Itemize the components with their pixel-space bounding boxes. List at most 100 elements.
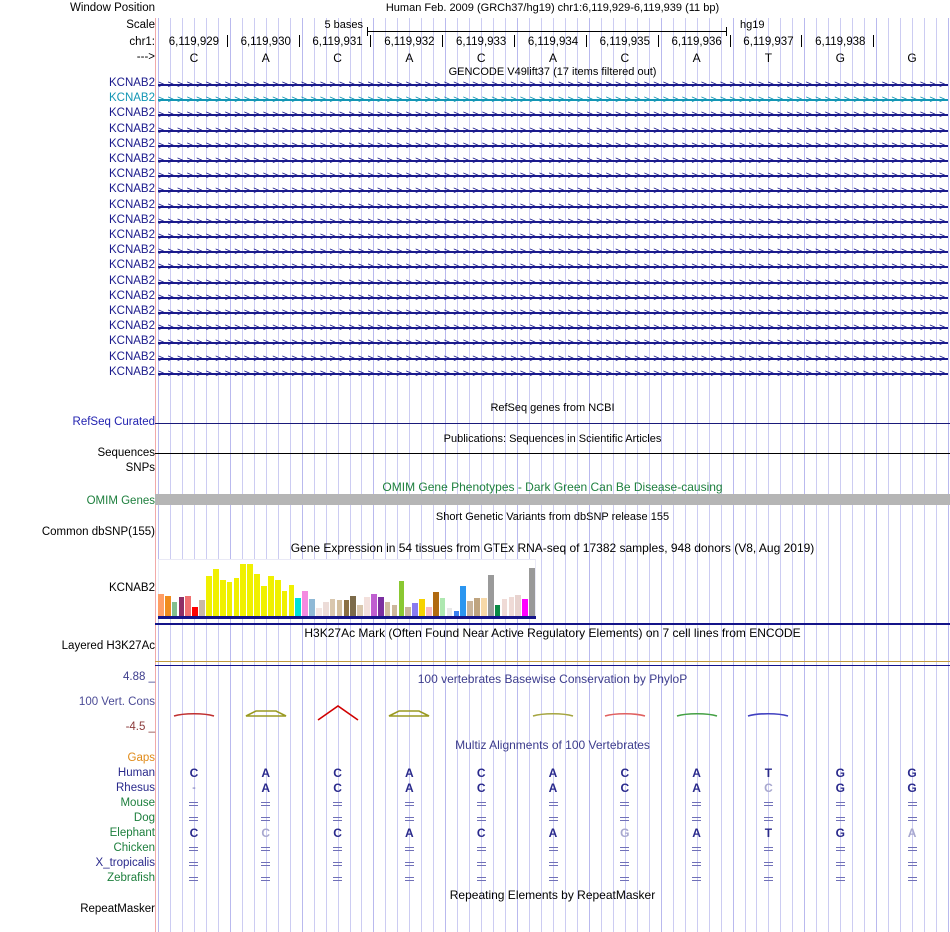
gtex-bar[interactable]: [281, 591, 288, 616]
track-label-gaps[interactable]: Gaps: [127, 752, 156, 764]
gtex-bar[interactable]: [178, 597, 185, 616]
gtex-bar[interactable]: [439, 598, 446, 616]
gtex-bar[interactable]: [501, 599, 508, 616]
gtex-bar[interactable]: [371, 594, 377, 616]
multiz-species-label[interactable]: Elephant: [109, 827, 155, 839]
gtex-bar[interactable]: [336, 600, 343, 616]
multiz-species-label[interactable]: Mouse: [120, 797, 155, 809]
gtex-bar[interactable]: [446, 608, 453, 616]
gtex-bar[interactable]: [494, 605, 501, 616]
gtex-bar[interactable]: [261, 586, 267, 616]
gtex-bar[interactable]: [419, 599, 425, 616]
gtex-bar[interactable]: [247, 564, 254, 616]
track-label-refseq-curated[interactable]: RefSeq Curated: [72, 416, 155, 428]
gtex-expression-bars[interactable]: [158, 560, 536, 616]
track-label-gtex-kcnab2[interactable]: KCNAB2: [108, 582, 155, 594]
gene-row[interactable]: >>>>>>>>>>>>>>>>>>>>>>>>>>>>>>>>>>>>>>>>…: [158, 277, 948, 289]
gtex-bar[interactable]: [384, 602, 391, 616]
multiz-species-label[interactable]: Dog: [133, 812, 155, 824]
gene-row[interactable]: >>>>>>>>>>>>>>>>>>>>>>>>>>>>>>>>>>>>>>>>…: [158, 109, 948, 121]
gtex-bar[interactable]: [522, 599, 528, 616]
gene-row[interactable]: >>>>>>>>>>>>>>>>>>>>>>>>>>>>>>>>>>>>>>>>…: [158, 337, 948, 349]
track-label-layered-h3k27ac[interactable]: Layered H3K27Ac: [61, 640, 155, 652]
gene-row-label[interactable]: KCNAB2: [108, 350, 155, 363]
gtex-bar[interactable]: [453, 611, 460, 616]
gtex-bar[interactable]: [508, 597, 515, 616]
multiz-row[interactable]: [158, 811, 948, 826]
track-label-100-vert-cons[interactable]: 100 Vert. Cons: [78, 696, 155, 708]
gtex-bar[interactable]: [329, 599, 336, 616]
gtex-bar[interactable]: [254, 574, 260, 616]
gtex-bar[interactable]: [426, 607, 432, 616]
gtex-bar[interactable]: [412, 603, 418, 616]
gtex-bar[interactable]: [288, 585, 295, 616]
gtex-bar[interactable]: [206, 576, 212, 616]
gtex-bar[interactable]: [343, 600, 350, 616]
gene-row[interactable]: >>>>>>>>>>>>>>>>>>>>>>>>>>>>>>>>>>>>>>>>…: [158, 368, 948, 380]
gtex-bar[interactable]: [377, 597, 384, 616]
gtex-bar[interactable]: [219, 580, 226, 616]
multiz-row[interactable]: [158, 796, 948, 811]
gtex-bar[interactable]: [233, 578, 240, 616]
track-label-snps[interactable]: SNPs: [125, 462, 155, 474]
multiz-row[interactable]: [158, 856, 948, 871]
gtex-bar[interactable]: [481, 598, 487, 616]
gene-row-label[interactable]: KCNAB2: [108, 365, 155, 378]
gtex-bar[interactable]: [322, 602, 329, 616]
multiz-species-label[interactable]: Zebrafish: [107, 872, 155, 884]
gtex-bar[interactable]: [432, 592, 439, 616]
gtex-bar[interactable]: [529, 568, 535, 616]
gtex-bar[interactable]: [460, 586, 467, 616]
gene-row-label[interactable]: KCNAB2: [108, 259, 155, 272]
gene-row[interactable]: >>>>>>>>>>>>>>>>>>>>>>>>>>>>>>>>>>>>>>>>…: [158, 246, 948, 258]
gtex-bar[interactable]: [357, 605, 363, 616]
multiz-species-label[interactable]: X_tropicalis: [95, 857, 155, 869]
gene-row-label[interactable]: KCNAB2: [108, 168, 155, 181]
gene-row-label[interactable]: KCNAB2: [108, 198, 155, 211]
gene-row-label[interactable]: KCNAB2: [108, 153, 155, 165]
gene-row[interactable]: >>>>>>>>>>>>>>>>>>>>>>>>>>>>>>>>>>>>>>>>…: [158, 185, 948, 197]
track-label-sequences[interactable]: Sequences: [97, 447, 155, 459]
gene-row-label[interactable]: KCNAB2: [108, 137, 155, 150]
omim-gene-band[interactable]: [155, 494, 950, 505]
gene-row[interactable]: >>>>>>>>>>>>>>>>>>>>>>>>>>>>>>>>>>>>>>>>…: [158, 201, 948, 213]
gene-row[interactable]: >>>>>>>>>>>>>>>>>>>>>>>>>>>>>>>>>>>>>>>>…: [158, 216, 948, 228]
gtex-bar[interactable]: [192, 607, 199, 616]
gtex-bar[interactable]: [474, 598, 480, 616]
gtex-bar[interactable]: [316, 608, 322, 616]
gtex-bar[interactable]: [226, 582, 233, 616]
gene-row[interactable]: >>>>>>>>>>>>>>>>>>>>>>>>>>>>>>>>>>>>>>>>…: [158, 170, 948, 182]
gene-row-label[interactable]: KCNAB2: [108, 107, 155, 120]
track-label-omim-genes[interactable]: OMIM Genes: [86, 495, 155, 507]
gene-row-label[interactable]: KCNAB2: [108, 244, 155, 257]
gtex-bar[interactable]: [171, 602, 178, 616]
gtex-bar[interactable]: [295, 598, 302, 616]
gtex-bar[interactable]: [164, 596, 171, 616]
gtex-bar[interactable]: [467, 601, 473, 616]
gene-row-label[interactable]: KCNAB2: [108, 320, 155, 333]
gtex-bar[interactable]: [391, 605, 398, 616]
gtex-bar[interactable]: [274, 580, 281, 616]
gene-row-label[interactable]: KCNAB2: [108, 77, 155, 89]
multiz-species-label[interactable]: Chicken: [113, 842, 155, 854]
gene-row[interactable]: >>>>>>>>>>>>>>>>>>>>>>>>>>>>>>>>>>>>>>>>…: [158, 353, 948, 365]
multiz-row[interactable]: [158, 871, 948, 886]
gene-row-label[interactable]: KCNAB2: [108, 274, 155, 287]
gene-row[interactable]: >>>>>>>>>>>>>>>>>>>>>>>>>>>>>>>>>>>>>>>>…: [158, 231, 948, 243]
gtex-bar[interactable]: [185, 596, 192, 616]
gene-row-label[interactable]: KCNAB2: [108, 122, 155, 135]
gene-row-label[interactable]: KCNAB2: [108, 305, 155, 317]
gene-row-label[interactable]: KCNAB2: [108, 213, 155, 226]
gtex-bar[interactable]: [267, 576, 274, 616]
gene-row[interactable]: >>>>>>>>>>>>>>>>>>>>>>>>>>>>>>>>>>>>>>>>…: [158, 155, 948, 167]
gtex-bar[interactable]: [240, 564, 247, 616]
track-label-repeatmasker[interactable]: RepeatMasker: [80, 903, 155, 915]
gtex-bar[interactable]: [212, 569, 219, 616]
gene-row-label[interactable]: KCNAB2: [108, 289, 155, 302]
multiz-species-label[interactable]: Rhesus: [116, 782, 155, 794]
multiz-row[interactable]: [158, 841, 948, 856]
gene-row[interactable]: >>>>>>>>>>>>>>>>>>>>>>>>>>>>>>>>>>>>>>>>…: [158, 140, 948, 152]
